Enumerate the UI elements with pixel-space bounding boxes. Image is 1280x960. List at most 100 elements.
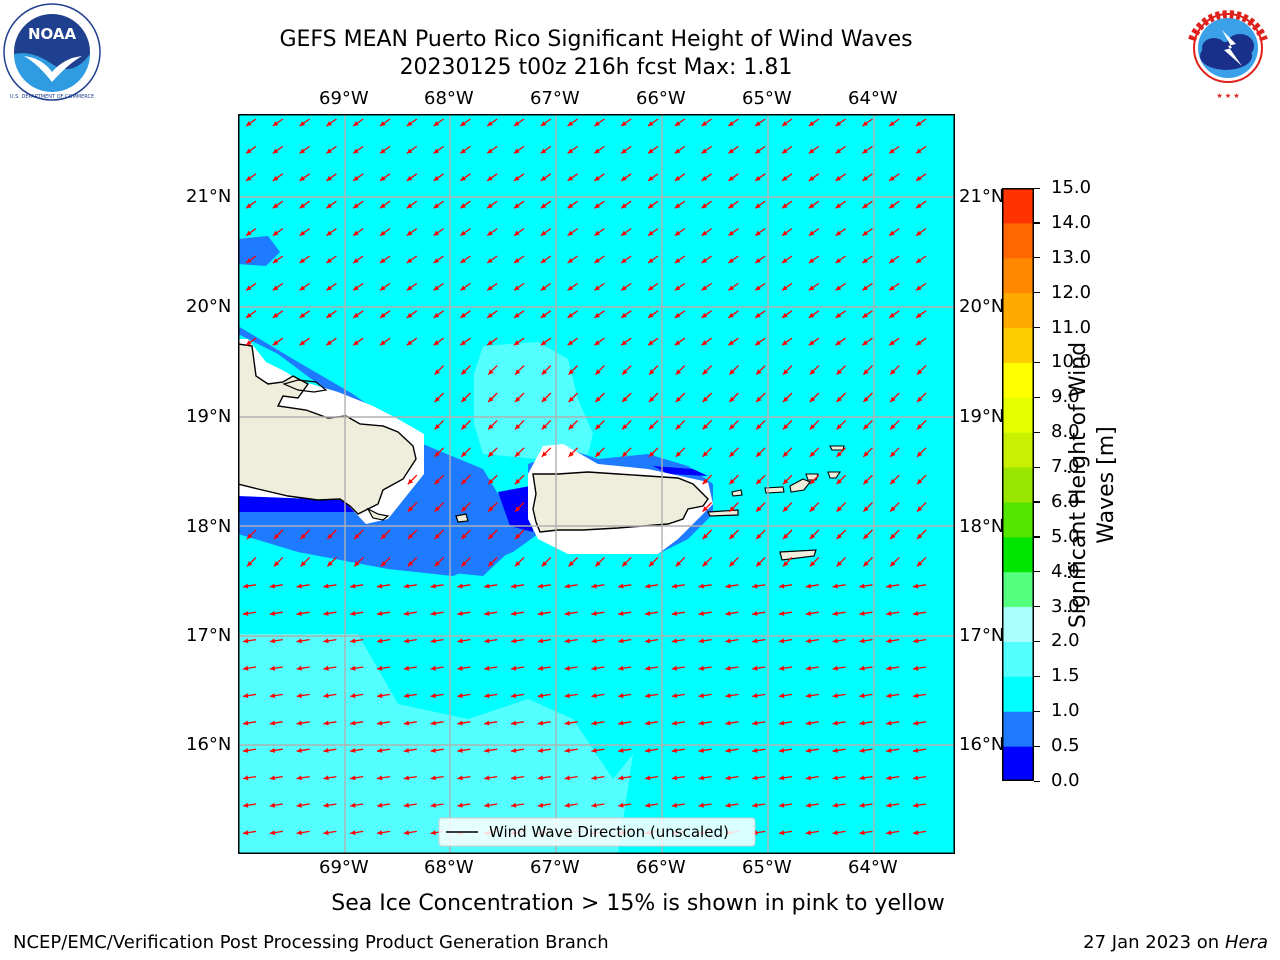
wave-direction-arrow xyxy=(564,638,578,644)
wave-direction-arrow xyxy=(430,720,444,726)
wave-direction-arrow xyxy=(886,720,900,726)
wave-direction-arrow xyxy=(403,638,417,644)
wave-direction-arrow xyxy=(352,337,364,346)
wave-direction-arrow xyxy=(460,556,471,567)
colorbar-tick-label: 15.0 xyxy=(1051,177,1092,198)
wave-direction-arrow xyxy=(594,447,605,458)
wave-direction-arrow xyxy=(376,665,391,671)
wave-direction-arrow xyxy=(406,145,418,154)
colorbar-segment xyxy=(1002,501,1034,538)
land-st-croix xyxy=(779,549,817,561)
lat-label-left-20n: 20°N xyxy=(186,296,232,317)
wave-direction-arrow xyxy=(725,747,739,753)
colorbar-tick-mark xyxy=(1034,640,1040,643)
wave-direction-arrow xyxy=(326,556,337,567)
wave-direction-arrow xyxy=(808,118,820,127)
wave-direction-arrow xyxy=(245,200,257,209)
wave-direction-arrow xyxy=(781,200,793,209)
noaa-logo: NOAA U.S. DEPARTMENT OF COMMERCE xyxy=(2,2,102,102)
wave-direction-arrow xyxy=(886,638,900,644)
wave-direction-arrow xyxy=(702,556,713,567)
wave-direction-arrow xyxy=(808,282,820,291)
wave-direction-arrow xyxy=(915,228,927,237)
wave-direction-arrow xyxy=(379,255,391,264)
map-canvas[interactable]: Wind Wave Direction (unscaled) xyxy=(238,114,955,854)
wave-direction-arrow xyxy=(702,447,713,458)
map-panel[interactable]: Wind Wave Direction (unscaled) xyxy=(238,114,955,854)
wave-direction-arrow xyxy=(352,173,364,182)
wave-direction-arrow xyxy=(671,747,685,753)
wave-direction-arrow xyxy=(912,747,927,753)
wave-direction-arrow xyxy=(299,200,310,209)
wave-direction-arrow xyxy=(862,310,873,319)
colorbar-segment xyxy=(1002,257,1034,294)
wave-direction-arrow xyxy=(326,255,337,264)
lat-label-left-19n: 19°N xyxy=(186,406,232,427)
wave-direction-arrow xyxy=(510,802,525,808)
wave-direction-arrow xyxy=(591,775,605,781)
wave-direction-arrow xyxy=(430,802,444,808)
wave-direction-arrow xyxy=(272,255,284,264)
wave-direction-arrow xyxy=(755,502,766,513)
wave-direction-arrow xyxy=(728,502,739,513)
wave-direction-arrow xyxy=(594,419,605,430)
wave-direction-arrow xyxy=(460,173,471,182)
wave-direction-arrow xyxy=(671,802,685,808)
wave-direction-arrow xyxy=(430,693,444,699)
wave-direction-arrow xyxy=(618,720,632,726)
wave-direction-arrow xyxy=(326,282,337,291)
wave-direction-arrow xyxy=(752,583,766,589)
wave-direction-arrow xyxy=(915,282,927,291)
wave-direction-arrow xyxy=(698,583,712,589)
wave-direction-arrow xyxy=(702,392,713,403)
wave-direction-arrow xyxy=(269,610,283,616)
wave-direction-arrow xyxy=(594,282,605,291)
wave-direction-arrow xyxy=(591,802,605,808)
wave-direction-arrow xyxy=(862,173,873,182)
wave-direction-arrow xyxy=(376,693,391,699)
wave-direction-arrow xyxy=(430,638,444,644)
wave-direction-arrow xyxy=(434,556,445,567)
land-culebra xyxy=(731,489,743,497)
wave-direction-arrow xyxy=(754,337,766,346)
wave-direction-arrow xyxy=(484,802,498,808)
colorbar-tick-mark xyxy=(1034,606,1040,608)
wave-direction-arrow xyxy=(513,310,525,319)
wave-direction-arrow xyxy=(376,720,391,726)
wave-direction-arrow xyxy=(835,228,846,237)
wave-direction-arrow xyxy=(245,145,257,154)
wave-direction-arrow xyxy=(379,337,391,346)
wave-direction-arrow xyxy=(671,610,685,616)
wave-direction-arrow xyxy=(782,419,793,430)
wave-direction-arrow xyxy=(296,583,310,589)
wave-direction-arrow xyxy=(537,720,551,726)
wave-direction-arrow xyxy=(671,583,685,589)
wave-direction-arrow xyxy=(620,255,632,264)
wave-direction-arrow xyxy=(916,556,927,567)
wave-direction-arrow xyxy=(567,310,578,319)
wave-direction-arrow xyxy=(836,392,847,403)
lon-label-top-69w: 69°W xyxy=(319,88,369,109)
lat-label-right-20n: 20°N xyxy=(959,296,1002,317)
wave-direction-arrow xyxy=(323,747,337,753)
colorbar-segment xyxy=(1002,222,1034,259)
wave-direction-arrow xyxy=(862,502,873,513)
wave-direction-arrow xyxy=(832,720,846,726)
wave-direction-arrow xyxy=(752,747,766,753)
wave-direction-arrow xyxy=(915,200,927,209)
wave-direction-arrow xyxy=(299,255,310,264)
wave-direction-arrow xyxy=(460,118,471,127)
wave-direction-arrow xyxy=(269,693,283,699)
wave-direction-arrow xyxy=(859,775,873,781)
wave-direction-arrow xyxy=(564,583,578,589)
wave-direction-arrow xyxy=(644,665,659,671)
wave-direction-arrow xyxy=(782,502,793,513)
wave-direction-arrow xyxy=(781,228,793,237)
wave-direction-arrow xyxy=(457,747,471,753)
lat-label-right-16n: 16°N xyxy=(959,734,1002,755)
colorbar-bar xyxy=(1002,188,1034,782)
wave-direction-arrow xyxy=(326,310,337,319)
wave-direction-arrow xyxy=(350,583,364,589)
wave-direction-arrow xyxy=(242,610,257,616)
colorbar-tick-label: 2.0 xyxy=(1051,630,1080,652)
